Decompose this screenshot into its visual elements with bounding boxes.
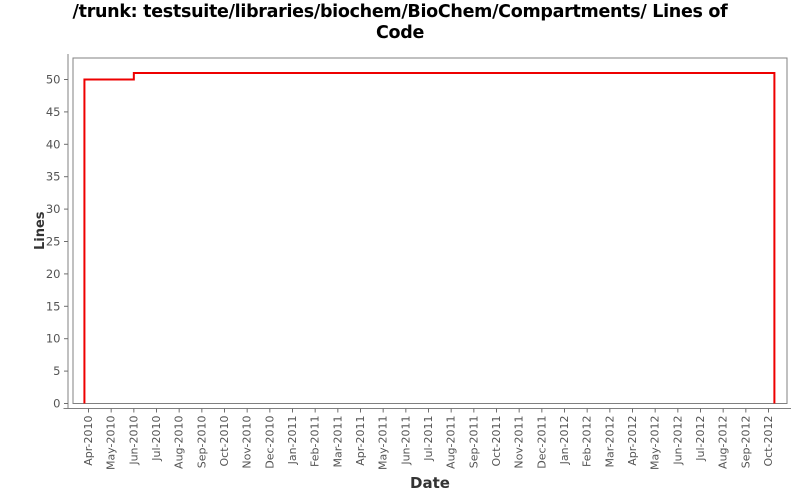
series-line-lines-of-code (83, 72, 776, 404)
y-tick-label: 0 (53, 397, 60, 411)
x-tick-label: Oct-2011 (490, 416, 503, 467)
x-tick-label: Oct-2012 (762, 416, 775, 467)
x-tick-label: May-2011 (377, 416, 390, 471)
x-tick-label: Mar-2012 (603, 416, 616, 468)
x-tick-label: Jul-2010 (150, 416, 163, 462)
x-tick-label: Jul-2011 (422, 416, 435, 462)
x-tick-label: May-2010 (105, 416, 118, 471)
x-tick-label: Feb-2012 (581, 416, 594, 467)
x-tick-label: Feb-2011 (309, 416, 322, 467)
x-tick-label: Sep-2010 (195, 416, 208, 469)
y-tick-label: 40 (46, 137, 61, 151)
x-tick-label: Jan-2012 (558, 416, 571, 466)
x-tick-label: May-2012 (649, 416, 662, 471)
y-tick-label: 45 (46, 105, 61, 119)
plot-frame (72, 57, 788, 404)
y-tick-label: 50 (46, 73, 61, 87)
x-tick-label: Apr-2011 (354, 416, 367, 466)
x-tick-label: Jun-2010 (127, 416, 140, 466)
x-tick-label: Dec-2010 (263, 415, 276, 468)
x-tick-label: Aug-2011 (445, 416, 458, 469)
chart-title-line2: Code (375, 23, 425, 43)
x-tick-label: Aug-2010 (173, 416, 186, 469)
x-tick-label: Apr-2012 (626, 416, 639, 466)
x-tick-label: Apr-2010 (82, 416, 95, 466)
x-tick-label: Oct-2010 (218, 416, 231, 467)
y-tick-label: 30 (46, 202, 61, 216)
y-tick-label: 35 (46, 170, 61, 184)
y-tick-label: 5 (53, 364, 60, 378)
y-tick-label: 25 (46, 235, 61, 249)
chart-title-line1: /trunk: testsuite/libraries/biochem/BioC… (72, 2, 728, 22)
x-tick-label: Nov-2011 (513, 416, 526, 469)
y-tick-label: 20 (46, 267, 61, 281)
x-tick-label: Jul-2012 (694, 416, 707, 462)
y-tick-label: 10 (46, 332, 61, 346)
y-tick-label: 15 (46, 299, 61, 313)
chart-title: /trunk: testsuite/libraries/biochem/BioC… (0, 2, 800, 44)
x-tick-label: Sep-2012 (739, 416, 752, 469)
x-tick-label: Nov-2010 (241, 416, 254, 469)
x-tick-label: Dec-2011 (535, 416, 548, 469)
x-tick-label: Jun-2012 (671, 416, 684, 466)
x-axis-title: Date (410, 474, 450, 492)
x-tick-label: Jan-2011 (286, 416, 299, 466)
x-tick-label: Sep-2011 (467, 416, 480, 469)
x-tick-label: Mar-2011 (331, 416, 344, 468)
x-tick-label: Jun-2011 (399, 416, 412, 466)
y-axis-title: Lines (33, 211, 48, 250)
x-tick-label: Aug-2012 (717, 416, 730, 469)
